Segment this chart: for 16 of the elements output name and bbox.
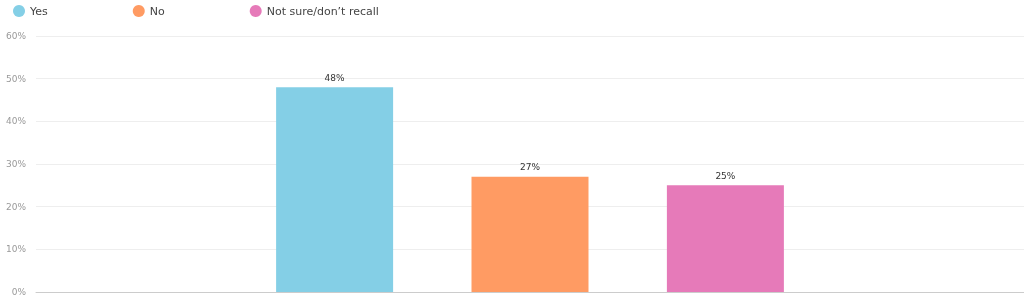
y-tick-label: 10% (5, 244, 27, 255)
data-label: 27% (519, 162, 541, 173)
bar (666, 185, 784, 292)
legend-label: No (149, 4, 165, 18)
y-tick-label: 20% (5, 201, 27, 212)
y-tick-label: 0% (11, 287, 27, 297)
y-tick-label: 40% (5, 116, 27, 127)
bar (471, 176, 589, 292)
data-label: 25% (715, 170, 736, 181)
y-tick-label: 30% (5, 159, 27, 169)
bar (276, 87, 394, 292)
data-label: 48% (324, 72, 346, 83)
legend-label: Yes (29, 4, 49, 18)
legend-label: Not sure/don’t recall (266, 4, 379, 18)
y-tick-label: 60% (5, 31, 27, 41)
y-tick-label: 50% (5, 73, 27, 84)
